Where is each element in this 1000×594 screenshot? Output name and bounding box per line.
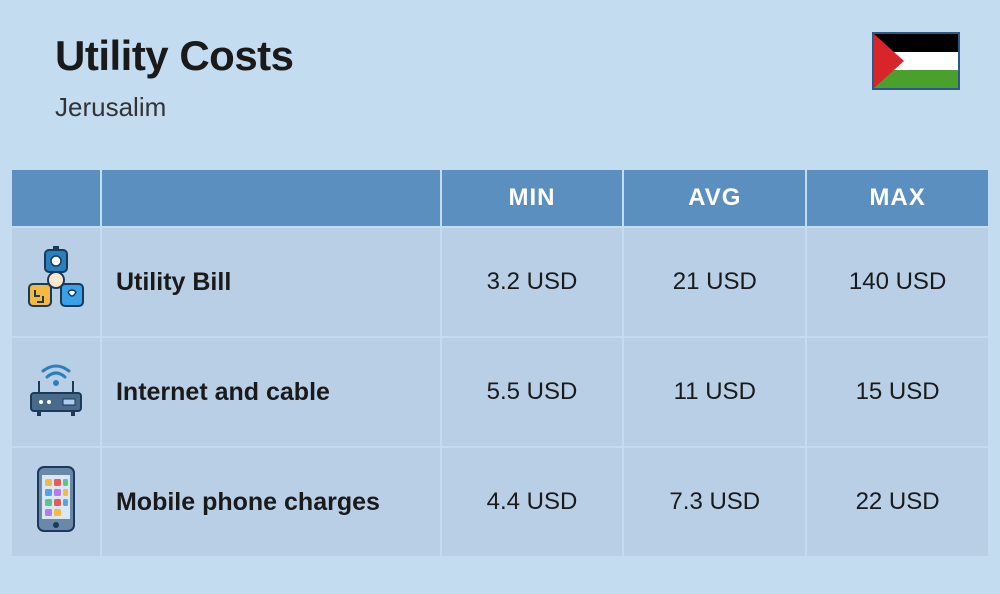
- row-label: Mobile phone charges: [101, 447, 441, 557]
- page-subtitle: Jerusalim: [55, 92, 945, 123]
- utility-icon: [23, 246, 89, 319]
- cell-max: 15 USD: [806, 337, 989, 447]
- col-avg: AVG: [623, 169, 806, 227]
- page-title: Utility Costs: [55, 32, 945, 80]
- row-label: Internet and cable: [101, 337, 441, 447]
- cell-max: 22 USD: [806, 447, 989, 557]
- cell-max: 140 USD: [806, 227, 989, 337]
- col-max: MAX: [806, 169, 989, 227]
- col-label: [101, 169, 441, 227]
- table-header-row: MIN AVG MAX: [11, 169, 989, 227]
- row-label: Utility Bill: [101, 227, 441, 337]
- row-icon-cell: [11, 447, 101, 557]
- table-row: Internet and cable 5.5 USD 11 USD 15 USD: [11, 337, 989, 447]
- cell-min: 4.4 USD: [441, 447, 624, 557]
- cell-avg: 11 USD: [623, 337, 806, 447]
- cell-avg: 21 USD: [623, 227, 806, 337]
- row-icon-cell: [11, 227, 101, 337]
- table-row: Utility Bill 3.2 USD 21 USD 140 USD: [11, 227, 989, 337]
- flag-icon: [872, 32, 960, 90]
- col-min: MIN: [441, 169, 624, 227]
- cell-min: 5.5 USD: [441, 337, 624, 447]
- router-icon: [23, 359, 89, 426]
- cell-avg: 7.3 USD: [623, 447, 806, 557]
- phone-icon: [34, 465, 78, 540]
- col-icon: [11, 169, 101, 227]
- costs-table: MIN AVG MAX: [10, 168, 990, 558]
- header: Utility Costs Jerusalim: [0, 0, 1000, 143]
- row-icon-cell: [11, 337, 101, 447]
- cell-min: 3.2 USD: [441, 227, 624, 337]
- table-row: Mobile phone charges 4.4 USD 7.3 USD 22 …: [11, 447, 989, 557]
